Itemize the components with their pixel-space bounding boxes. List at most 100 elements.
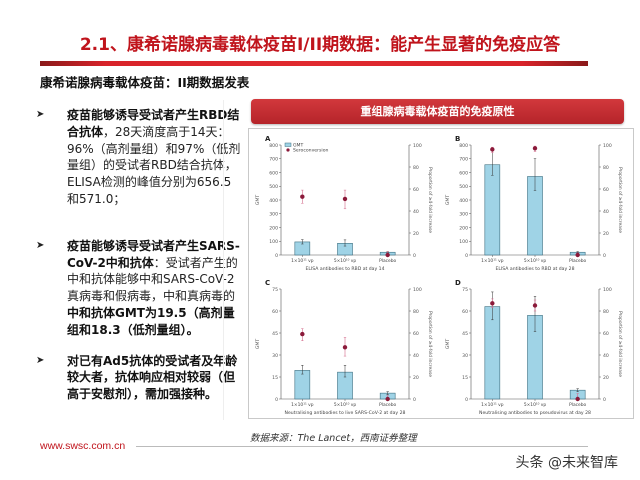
svg-text:0: 0 [603,253,606,259]
svg-text:40: 40 [413,353,419,359]
slide-subtitle: 康希诺腺病毒载体疫苗：II期数据发表 [40,75,250,90]
svg-text:D: D [455,279,461,287]
svg-text:C: C [265,279,270,287]
arrow-bullet-icon: ➤ [36,109,45,120]
svg-text:20: 20 [603,375,609,381]
svg-text:40: 40 [413,209,419,215]
svg-text:80: 80 [603,165,609,171]
svg-text:B: B [455,135,460,143]
figure-panels: A 0 100 200 300 400 500 600 700 800 0 20 40 60 80 100 GM… [248,128,634,419]
bullet-bold: 疫苗能够诱导受试者产生SARS-CoV-2中和抗体 [67,238,240,270]
chart-svg: A 0 100 200 300 400 500 600 700 800 0 20 40 60 80 100 GM… [255,135,433,272]
svg-text:700: 700 [459,157,468,163]
svg-text:GMT: GMT [293,142,304,148]
svg-text:1×10¹¹ vp: 1×10¹¹ vp [481,258,504,264]
svg-text:Neutralising antibodies to pse: Neutralising antibodies to pseudovirus a… [479,410,591,416]
svg-text:600: 600 [459,170,468,176]
svg-text:1×10¹¹ vp: 1×10¹¹ vp [291,402,314,408]
svg-text:0: 0 [465,397,468,403]
svg-text:20: 20 [603,231,609,237]
svg-text:30: 30 [462,353,468,359]
svg-text:60: 60 [272,309,278,315]
data-source: 数据来源：The Lancet，西南证券整理 [250,433,417,444]
chart-panel-a: A 0 100 200 300 400 500 600 700 800 0 20 40 60 80 100 GM… [251,131,441,273]
svg-text:80: 80 [413,309,419,315]
svg-text:Seroconversion: Seroconversion [293,148,329,154]
svg-text:5×10¹⁰ vp: 5×10¹⁰ vp [334,258,357,264]
svg-text:GMT: GMT [445,195,451,206]
svg-text:80: 80 [603,309,609,315]
svg-text:GMT: GMT [445,339,451,350]
bullet-bold-tail: 中和抗体GMT为19.5（高剂量组和18.3（低剂量组）。 [67,305,235,337]
svg-text:75: 75 [462,287,468,293]
svg-text:300: 300 [459,212,468,218]
svg-text:0: 0 [413,397,416,403]
bullet-text: ：受试者产生的中和抗体能够中和SARS-CoV-2真病毒和假病毒，中和真病毒的 [67,255,238,304]
svg-text:60: 60 [413,187,419,193]
footer-divider [136,446,588,447]
svg-text:Proportion of ≥4-fold increase: Proportion of ≥4-fold increase [427,311,433,377]
arrow-bullet-icon: ➤ [36,239,45,251]
svg-text:GMT: GMT [255,195,261,206]
svg-text:Placebo: Placebo [569,402,586,408]
svg-text:40: 40 [603,353,609,359]
svg-text:800: 800 [459,143,468,149]
svg-text:400: 400 [269,198,278,204]
svg-text:45: 45 [272,331,278,337]
svg-text:40: 40 [603,209,609,215]
footer-url[interactable]: www.swsc.com.cn [40,440,126,452]
chart-svg: B 0 100 200 300 400 500 600 700 800 0 20 40 60 80 100 GM… [445,135,623,272]
svg-text:1×10¹¹ vp: 1×10¹¹ vp [291,258,314,264]
svg-text:30: 30 [272,353,278,359]
svg-text:100: 100 [413,287,422,293]
svg-text:5×10¹⁰ vp: 5×10¹⁰ vp [524,402,547,408]
svg-text:5×10¹⁰ vp: 5×10¹⁰ vp [524,258,547,264]
svg-text:20: 20 [413,231,419,237]
svg-text:A: A [265,135,271,143]
svg-text:Placebo: Placebo [379,402,396,408]
svg-text:5×10¹⁰ vp: 5×10¹⁰ vp [334,402,357,408]
svg-text:ELISA antibodies to RBD at day: ELISA antibodies to RBD at day 28 [495,266,574,272]
svg-text:500: 500 [459,184,468,190]
svg-text:Proportion of ≥4-fold increase: Proportion of ≥4-fold increase [617,311,623,377]
svg-text:100: 100 [603,287,612,293]
svg-text:0: 0 [465,253,468,259]
svg-text:Proportion of ≥4-fold increase: Proportion of ≥4-fold increase [617,167,623,233]
svg-text:GMT: GMT [255,339,261,350]
svg-text:0: 0 [603,397,606,403]
bullet-item: ➤ 对已有Ad5抗体的受试者及年龄较大者，抗体响应相对较弱（但高于安慰剂），需加… [36,353,241,403]
svg-text:15: 15 [462,375,468,381]
svg-text:700: 700 [269,157,278,163]
svg-text:100: 100 [459,239,468,245]
svg-text:300: 300 [269,212,278,218]
bullet-text: ，28天滴度高于14天：96%（高剂量组）和97%（低剂量组）的受试者RBD结合… [67,124,241,206]
svg-text:0: 0 [275,253,278,259]
svg-text:200: 200 [459,225,468,231]
svg-text:200: 200 [269,225,278,231]
svg-text:15: 15 [272,375,278,381]
svg-text:800: 800 [269,143,278,149]
bullet-list: ➤ 疫苗能够诱导受试者产生RBD结合抗体，28天滴度高于14天：96%（高剂量组… [36,107,241,417]
chart-panel-d: D 0 15 30 45 60 75 0 20 40 60 80 100 GMT Proportion of… [441,275,631,417]
chart-panel-b: B 0 100 200 300 400 500 600 700 800 0 20 40 60 80 100 GM… [441,131,631,273]
column-divider [223,100,224,420]
svg-text:400: 400 [459,198,468,204]
slide-title: 2.1、康希诺腺病毒载体疫苗I/II期数据：能产生显著的免疫应答 [79,35,561,55]
svg-text:45: 45 [462,331,468,337]
chart-svg: D 0 15 30 45 60 75 0 20 40 60 80 100 GMT Proportion of… [445,279,623,416]
svg-text:600: 600 [269,170,278,176]
bullet-item: ➤ 疫苗能够诱导受试者产生RBD结合抗体，28天滴度高于14天：96%（高剂量组… [36,107,241,208]
svg-text:0: 0 [275,397,278,403]
svg-text:60: 60 [413,331,419,337]
chart-svg: C 0 15 30 45 60 75 0 20 40 60 80 100 GMT Proportion of… [255,279,433,416]
svg-text:Proportion of ≥4-fold increase: Proportion of ≥4-fold increase [427,167,433,233]
chart-panel-c: C 0 15 30 45 60 75 0 20 40 60 80 100 GMT Proportion of… [251,275,441,417]
arrow-bullet-icon: ➤ [36,354,45,366]
figure-header: 重组腺病毒载体疫苗的免疫原性 [251,99,624,124]
watermark: 头条 @未来智库 [515,455,618,471]
svg-text:ELISA antibodies to RBD at day: ELISA antibodies to RBD at day 14 [305,266,384,272]
bullet-bold: 疫苗能够诱导受试者产生RBD结合抗体 [67,108,240,139]
svg-text:60: 60 [462,309,468,315]
svg-text:60: 60 [603,331,609,337]
svg-text:100: 100 [269,239,278,245]
